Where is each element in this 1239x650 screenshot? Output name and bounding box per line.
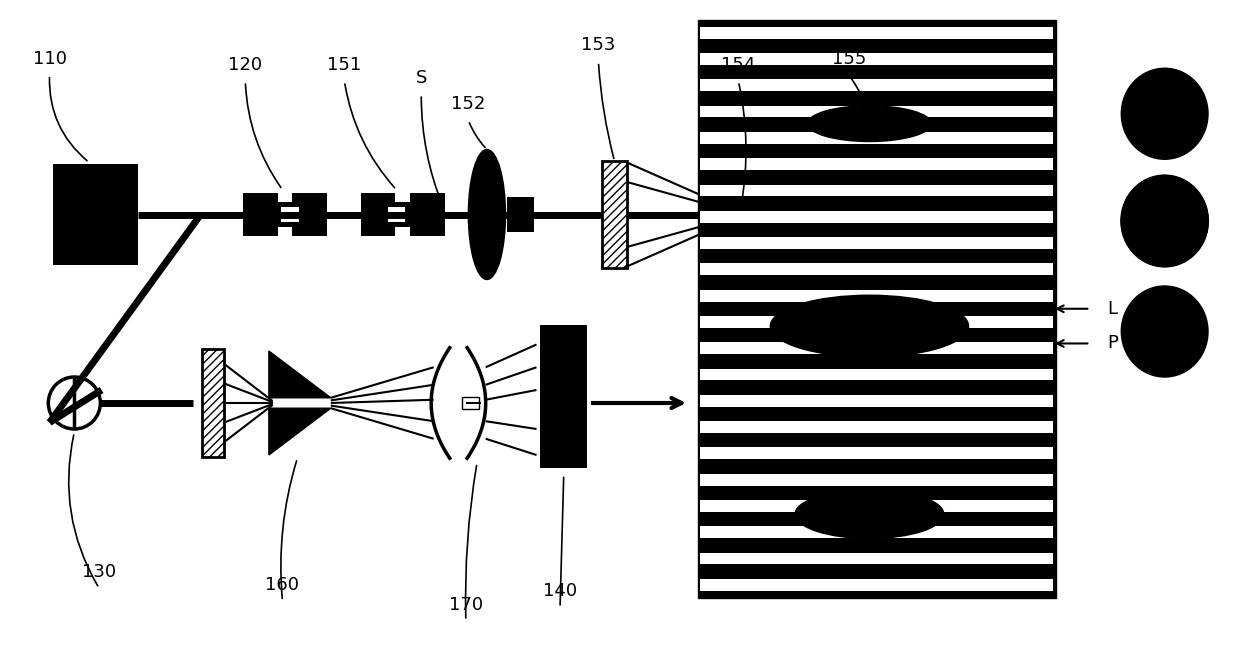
Text: 120: 120 [228, 56, 263, 74]
Bar [700, 552, 1053, 564]
Text: P: P [1108, 335, 1119, 352]
Text: 170: 170 [449, 595, 483, 614]
Text: 152: 152 [451, 95, 486, 113]
Bar [700, 27, 1053, 38]
Bar [281, 207, 299, 222]
Text: 160: 160 [265, 576, 300, 594]
Polygon shape [269, 351, 331, 398]
Bar [700, 158, 1053, 170]
Bar [462, 397, 479, 409]
Bar [700, 237, 1053, 249]
Bar [700, 185, 1053, 196]
Text: 153: 153 [581, 36, 616, 55]
Bar [698, 20, 1056, 598]
Polygon shape [269, 408, 331, 455]
Bar [700, 447, 1053, 460]
Bar [700, 369, 1053, 380]
Ellipse shape [48, 377, 100, 429]
Bar [540, 325, 587, 468]
Bar [700, 53, 1053, 65]
Bar [292, 193, 327, 235]
Bar [53, 164, 138, 265]
Bar [700, 132, 1053, 144]
Bar [700, 343, 1053, 354]
Bar [700, 316, 1053, 328]
Text: 155: 155 [831, 49, 866, 68]
Text: 110: 110 [32, 49, 67, 68]
Bar [912, 143, 991, 286]
Ellipse shape [795, 489, 944, 538]
Bar [202, 350, 224, 456]
Bar [361, 193, 395, 235]
Bar [507, 196, 534, 232]
Bar [278, 202, 292, 227]
Bar [700, 105, 1053, 118]
Text: 154: 154 [721, 56, 756, 74]
Bar [700, 500, 1053, 512]
Bar [700, 526, 1053, 538]
Bar [700, 579, 1053, 591]
Ellipse shape [808, 106, 932, 142]
Ellipse shape [771, 295, 969, 357]
Bar [700, 79, 1053, 91]
Bar [700, 211, 1053, 223]
Text: S: S [415, 69, 427, 87]
Bar [917, 286, 986, 318]
Ellipse shape [1121, 68, 1208, 159]
Bar [700, 421, 1053, 433]
Bar [700, 263, 1053, 275]
Ellipse shape [1121, 176, 1208, 266]
Text: 151: 151 [327, 56, 362, 74]
Bar [395, 202, 410, 227]
Bar [700, 290, 1053, 302]
Bar [700, 474, 1053, 486]
Text: 130: 130 [82, 563, 116, 581]
Bar [410, 193, 445, 235]
Bar [243, 193, 278, 235]
Bar [740, 209, 755, 220]
Bar [602, 161, 627, 268]
Bar [700, 395, 1053, 407]
Text: L: L [1108, 300, 1118, 318]
Bar [388, 207, 405, 222]
Text: 140: 140 [543, 582, 577, 601]
Ellipse shape [1121, 286, 1208, 377]
Ellipse shape [468, 150, 506, 280]
